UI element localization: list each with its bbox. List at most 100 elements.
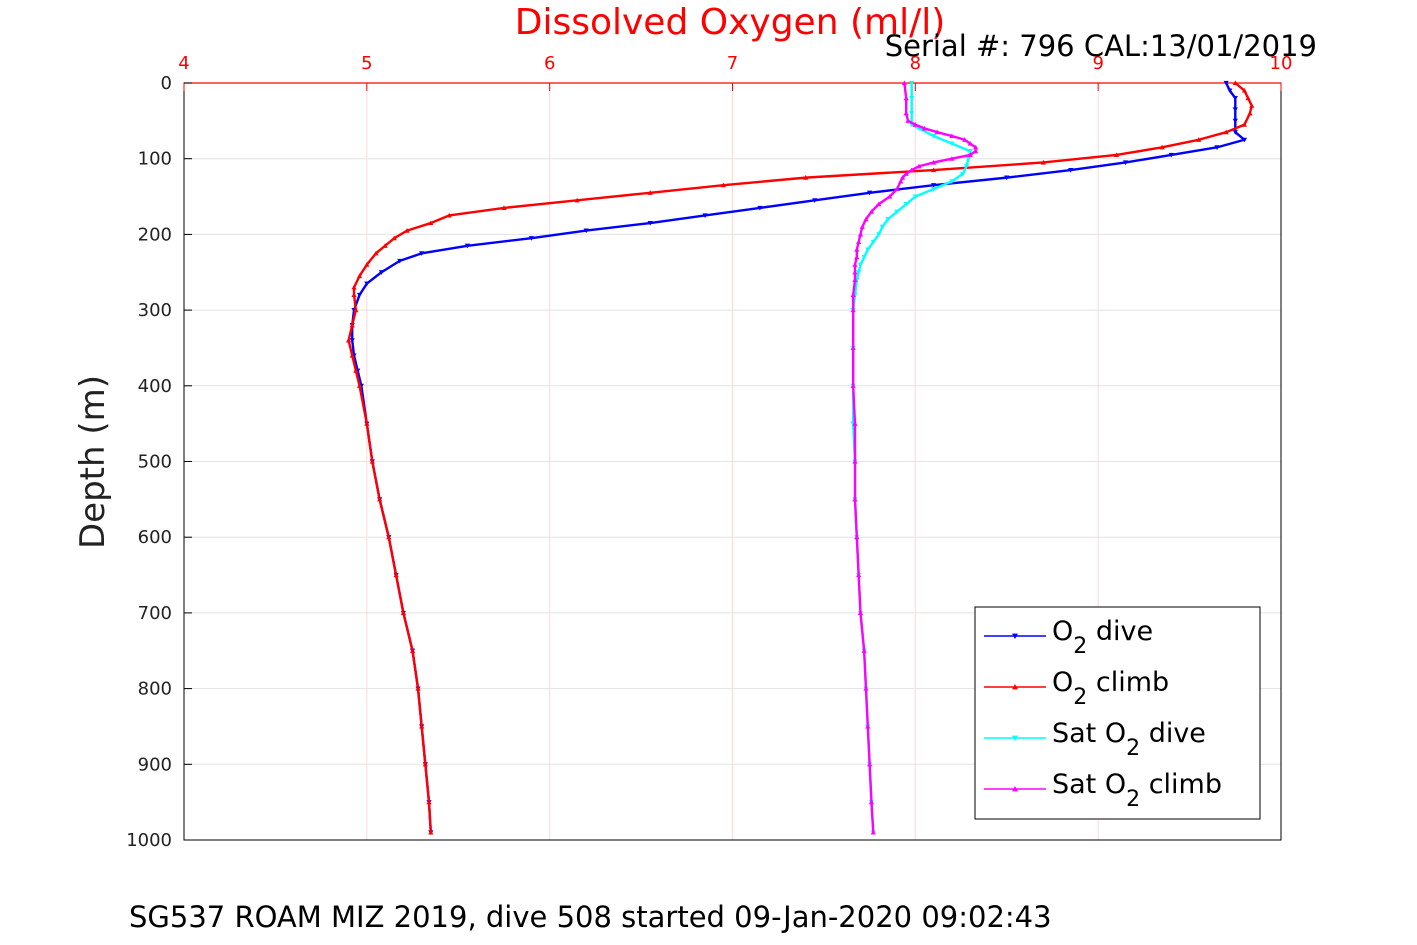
data-point xyxy=(931,167,937,173)
data-point xyxy=(356,292,363,298)
data-point xyxy=(905,118,911,123)
data-point xyxy=(894,186,900,192)
data-point xyxy=(378,270,385,275)
data-point xyxy=(887,193,893,199)
legend-label: Sat O2 climb xyxy=(1052,769,1222,812)
data-point xyxy=(931,183,937,188)
data-point xyxy=(876,201,882,207)
data-point xyxy=(903,202,909,207)
series-line xyxy=(851,83,972,833)
data-point xyxy=(377,496,383,502)
x-tick-label: 10 xyxy=(1270,53,1293,74)
data-point xyxy=(446,212,452,218)
data-point xyxy=(422,761,428,767)
data-point xyxy=(1245,95,1251,101)
legend-items: O2 dive O2 climb Sat O2 dive Sat O2 climb xyxy=(984,616,1222,812)
chart-caption: SG537 ROAM MIZ 2019, dive 508 started 09… xyxy=(129,900,1052,934)
data-point xyxy=(720,182,726,188)
data-point xyxy=(351,284,357,290)
data-point xyxy=(426,799,432,805)
data-point xyxy=(859,224,865,229)
x-tick-label: 9 xyxy=(1092,53,1103,74)
data-point xyxy=(960,171,966,177)
data-point xyxy=(1227,88,1233,94)
data-point xyxy=(1232,130,1238,135)
data-point xyxy=(856,572,862,578)
data-point xyxy=(885,217,891,222)
data-point xyxy=(865,247,871,253)
data-point xyxy=(949,179,955,185)
data-point xyxy=(912,194,918,200)
legend-swatch-marker xyxy=(1012,786,1018,792)
y-tick-label: 400 xyxy=(138,376,172,397)
data-point xyxy=(865,723,871,729)
data-point xyxy=(909,80,915,86)
y-tick-label: 800 xyxy=(138,679,172,700)
data-point xyxy=(647,220,653,226)
x-tick-label: 8 xyxy=(910,53,921,74)
y-axis-label: Depth (m) xyxy=(73,375,113,549)
data-point xyxy=(852,421,858,426)
x-tick-label: 4 xyxy=(178,53,189,74)
data-point xyxy=(647,190,653,195)
data-point xyxy=(1159,144,1165,150)
data-point xyxy=(1223,80,1229,86)
data-point xyxy=(916,163,922,169)
data-point xyxy=(863,686,869,691)
data-point xyxy=(967,152,973,157)
data-point xyxy=(1040,159,1046,165)
data-point xyxy=(1232,96,1238,101)
data-point xyxy=(852,458,858,464)
data-point xyxy=(464,243,470,249)
data-point xyxy=(369,458,375,464)
data-point xyxy=(419,251,425,256)
legend-label: O2 climb xyxy=(1052,667,1169,710)
data-point xyxy=(349,352,355,358)
data-point xyxy=(528,236,534,241)
data-point xyxy=(356,383,363,388)
data-point xyxy=(1196,137,1202,142)
data-point xyxy=(894,209,900,215)
data-point xyxy=(364,281,370,287)
data-point xyxy=(351,292,357,298)
data-point xyxy=(364,262,370,267)
data-point xyxy=(856,239,862,245)
data-point xyxy=(364,421,370,426)
data-point xyxy=(852,496,858,502)
x-tick-label: 7 xyxy=(727,53,738,74)
data-point xyxy=(857,262,864,268)
y-tick-label: 300 xyxy=(138,300,172,321)
data-point xyxy=(857,610,864,615)
legend-box xyxy=(974,606,1261,820)
data-point xyxy=(501,205,507,210)
data-point xyxy=(909,167,915,173)
y-tick-label: 1000 xyxy=(126,830,172,851)
data-point xyxy=(1168,152,1174,158)
data-point xyxy=(901,80,907,86)
data-point xyxy=(876,232,882,237)
data-point xyxy=(854,254,860,260)
data-point xyxy=(850,383,856,388)
data-point xyxy=(1247,110,1253,116)
legend-item: O2 dive xyxy=(984,616,1153,659)
data-point xyxy=(934,129,940,135)
data-point xyxy=(965,156,971,162)
data-point xyxy=(861,255,867,260)
data-point xyxy=(903,171,909,176)
y-tick-label: 500 xyxy=(138,452,172,473)
legend-item: O2 climb xyxy=(984,667,1169,710)
y-tick-label: 0 xyxy=(161,73,172,94)
data-point xyxy=(870,829,876,835)
data-point xyxy=(949,141,955,147)
data-point xyxy=(962,137,968,142)
data-point xyxy=(854,246,860,252)
data-point xyxy=(903,110,909,116)
data-point xyxy=(393,572,399,578)
data-point xyxy=(931,133,937,139)
data-point xyxy=(857,231,864,237)
data-point xyxy=(382,243,388,248)
legend-item: Sat O2 climb xyxy=(984,769,1222,812)
data-point xyxy=(963,164,970,169)
y-tick-label: 100 xyxy=(138,149,172,170)
data-point xyxy=(409,648,416,653)
